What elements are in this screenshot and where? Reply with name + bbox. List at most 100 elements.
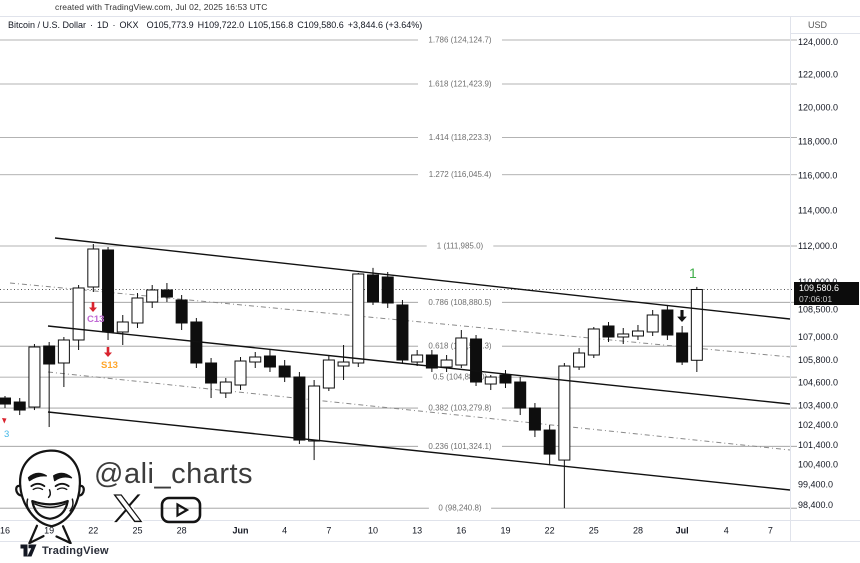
- candle-body-jun-9: [352, 273, 365, 364]
- c13-label: C13: [87, 314, 104, 325]
- price-tick-label-120,000.0[interactable]: 120,000.0: [798, 103, 838, 113]
- candle-body-jul-2: [690, 288, 703, 361]
- price-tick-label-124,000.0[interactable]: 124,000.0: [798, 37, 838, 47]
- date-tick-label-16[interactable]: 16: [456, 526, 466, 536]
- price-axis-currency: USD: [808, 20, 828, 30]
- date-tick-label-19[interactable]: 19: [500, 526, 510, 536]
- candle-body-may-26: [146, 289, 159, 303]
- date-tick-label-7[interactable]: 7: [768, 526, 773, 536]
- price-tick-label-110,000.0[interactable]: 110,000.0: [798, 277, 837, 287]
- candle-body-jun-19: [499, 374, 512, 384]
- separator-dot: ·: [90, 20, 94, 30]
- date-tick-label-7[interactable]: 7: [326, 526, 331, 536]
- price-tick-label-100,400.0[interactable]: 100,400.0: [798, 460, 838, 470]
- candle-body-jun-16: [455, 337, 468, 366]
- youtube-icon[interactable]: [160, 496, 202, 524]
- candle-body-jun-25: [587, 328, 600, 356]
- date-tick-label-4[interactable]: 4: [282, 526, 287, 536]
- price-tick-label-104,600.0[interactable]: 104,600.0: [798, 378, 838, 388]
- exchange-label: OKX: [119, 20, 139, 30]
- date-tick-label-19[interactable]: 19: [44, 526, 54, 536]
- candle-body-jun-12: [396, 304, 409, 361]
- fib-label-bg: [418, 169, 502, 181]
- separator-dot: ·: [112, 20, 116, 30]
- x-twitter-icon[interactable]: [112, 492, 144, 524]
- candle-body-jun-7: [322, 359, 335, 389]
- price-tick-label-116,000.0[interactable]: 116,000.0: [798, 171, 837, 181]
- date-tick-label-25[interactable]: 25: [132, 526, 142, 536]
- candle-body-jun-20: [514, 381, 527, 409]
- price-tick-label-112,000.0[interactable]: 112,000.0: [798, 241, 837, 251]
- date-tick-label-Jun[interactable]: Jun: [233, 526, 249, 536]
- candle-body-jun-5: [293, 376, 306, 441]
- price-tick-label-105,800.0[interactable]: 105,800.0: [798, 355, 838, 365]
- date-tick-label-10[interactable]: 10: [368, 526, 378, 536]
- fib-label-1.414: 1.414 (118,223.3): [429, 133, 492, 142]
- date-tick-label-25[interactable]: 25: [589, 526, 599, 536]
- price-tick-label-108,500.0[interactable]: 108,500.0: [798, 304, 838, 314]
- fib-label-bg: [418, 78, 502, 90]
- date-tick-label-Jul[interactable]: Jul: [676, 526, 689, 536]
- price-tick-label-118,000.0[interactable]: 118,000.0: [798, 136, 837, 146]
- high-value: H109,722.0: [197, 20, 245, 30]
- red-edge-mark: [2, 418, 7, 424]
- candle-body-may-20: [57, 339, 70, 364]
- candle-body-jul-1: [676, 332, 689, 363]
- candle-body-jun-27: [617, 333, 630, 338]
- candle-body-jun-10: [367, 274, 379, 303]
- interval-label: 1D: [97, 20, 109, 30]
- social-handle: @ali_charts: [94, 458, 254, 490]
- price-tick-label-99,400.0[interactable]: 99,400.0: [798, 480, 833, 490]
- date-tick-label-28[interactable]: 28: [633, 526, 643, 536]
- fib-label-0: 0 (98,240.8): [438, 504, 481, 513]
- price-tick-label-107,000.0[interactable]: 107,000.0: [798, 332, 838, 342]
- candle-body-may-21: [72, 287, 85, 341]
- price-tick-label-114,000.0[interactable]: 114,000.0: [798, 205, 837, 215]
- date-tick-label-16[interactable]: 16: [0, 526, 10, 536]
- candle-body-may-18: [28, 346, 41, 408]
- candle-body-jun-14: [425, 354, 438, 369]
- price-tick-label-102,400.0[interactable]: 102,400.0: [798, 420, 838, 430]
- signal-arrow-jul1: [677, 310, 687, 322]
- c13-arrow: [89, 302, 97, 312]
- candle-body-may-19: [43, 345, 56, 365]
- symbol-info-bar: Bitcoin / U.S. Dollar · 1D · OKX O105,773.9 H1…: [8, 20, 426, 30]
- median-line-2: [47, 371, 791, 451]
- open-value: O105,773.9: [146, 20, 194, 30]
- trendline-2: [47, 325, 791, 405]
- candle-body-may-30: [205, 362, 218, 384]
- fib-label-bg: [418, 132, 502, 144]
- fib-label-0.382: 0.382 (103,279.8): [428, 404, 491, 413]
- change-value: +3,844.6 (+3.64%): [347, 20, 423, 30]
- fib-label-1.786: 1.786 (124,124.7): [428, 35, 491, 44]
- fib-label-bg: [418, 402, 502, 414]
- date-tick-label-22[interactable]: 22: [88, 526, 98, 536]
- created-with-caption: created with TradingView.com, Jul 02, 20…: [55, 2, 268, 12]
- fib-label-bg: [426, 240, 494, 252]
- fib-label-bg: [428, 502, 492, 514]
- price-tick-label-101,400.0[interactable]: 101,400.0: [798, 440, 838, 450]
- candle-body-jun-21: [528, 407, 541, 431]
- candle-body-may-28: [175, 299, 188, 324]
- candle-body-jun-23: [558, 365, 571, 461]
- candle-body-jun-13: [411, 354, 424, 363]
- candle-body-may-22: [87, 248, 100, 288]
- date-tick-label-13[interactable]: 13: [412, 526, 422, 536]
- footer-brand-row[interactable]: TradingView: [20, 544, 109, 557]
- candle-body-jun-26: [602, 325, 615, 338]
- date-tick-label-4[interactable]: 4: [724, 526, 729, 536]
- price-tick-label-98,400.0[interactable]: 98,400.0: [798, 500, 833, 510]
- last-price-value: 109,580.6: [799, 283, 840, 293]
- candle-body-may-25: [131, 297, 144, 324]
- s13-arrow: [104, 347, 112, 357]
- date-tick-label-28[interactable]: 28: [177, 526, 187, 536]
- price-tick-label-122,000.0[interactable]: 122,000.0: [798, 70, 838, 80]
- fib-label-bg: [418, 440, 502, 452]
- price-tick-label-103,400.0[interactable]: 103,400.0: [798, 401, 838, 411]
- candle-body-jun-15: [440, 359, 453, 368]
- candle-body-jun-24: [573, 352, 586, 368]
- date-tick-label-22[interactable]: 22: [545, 526, 555, 536]
- candle-body-jun-2: [249, 356, 262, 363]
- trendline-1: [54, 237, 791, 320]
